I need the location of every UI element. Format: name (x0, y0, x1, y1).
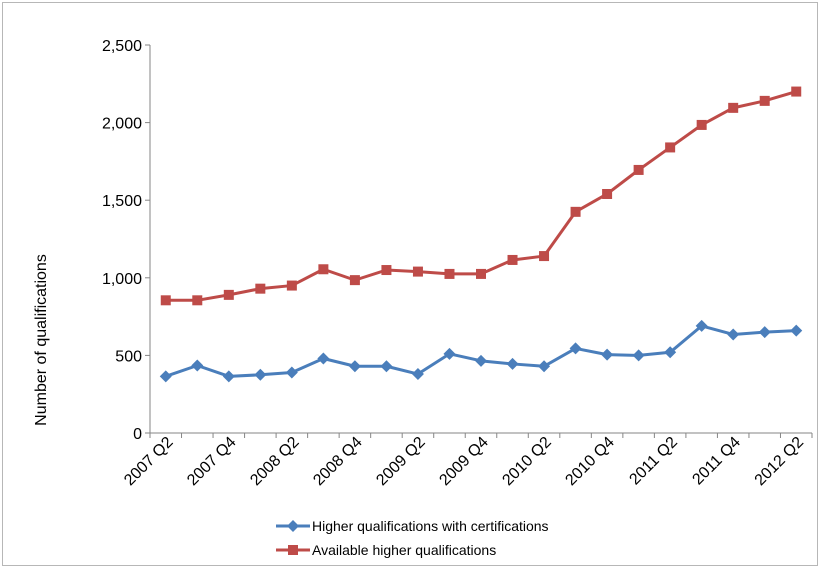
data-point-square (192, 295, 203, 306)
data-point-diamond (348, 360, 361, 373)
data-point-diamond (254, 368, 267, 381)
x-tick-label: 2008 Q4 (310, 434, 365, 489)
data-point-square (255, 283, 266, 294)
data-point-square (696, 119, 707, 130)
legend-marker-diamond (287, 520, 299, 532)
data-point-square (223, 289, 234, 300)
data-point-diamond (601, 348, 614, 361)
data-point-square (381, 265, 392, 276)
x-tick-label: 2009 Q4 (436, 434, 491, 489)
data-point-diamond (727, 328, 740, 341)
x-tick-label: 2010 Q4 (562, 434, 617, 489)
data-point-diamond (317, 352, 330, 365)
data-point-diamond (159, 370, 172, 383)
data-point-square (349, 275, 360, 286)
data-point-diamond (664, 346, 677, 359)
data-point-diamond (506, 357, 519, 370)
series-layer (159, 86, 803, 383)
data-point-diamond (222, 370, 235, 383)
x-tick-label: 2007 Q2 (121, 434, 176, 489)
y-tick-label: 500 (115, 348, 142, 365)
data-point-square (665, 142, 676, 153)
data-point-square (160, 295, 171, 306)
data-point-diamond (411, 368, 424, 381)
x-tick-label: 2011 Q2 (626, 434, 681, 489)
x-tick-label: 2007 Q4 (184, 434, 239, 489)
y-tick-label: 1,000 (102, 271, 142, 288)
data-point-square (791, 86, 802, 97)
data-point-diamond (790, 324, 803, 337)
data-point-diamond (380, 360, 393, 373)
data-point-diamond (285, 366, 298, 379)
legend-label-0: Higher qualifications with certification… (312, 518, 549, 534)
data-point-square (633, 164, 644, 175)
data-point-square (412, 266, 423, 277)
series-line-0 (165, 324, 797, 378)
data-point-diamond (191, 359, 204, 372)
data-point-diamond (632, 349, 645, 362)
data-point-square (728, 102, 739, 113)
data-point-diamond (475, 354, 487, 367)
data-point-diamond (538, 360, 551, 373)
data-point-square (602, 188, 613, 199)
data-point-square (476, 268, 486, 279)
data-point-square (759, 95, 770, 106)
x-tick-label: 2011 Q4 (689, 434, 744, 489)
y-axis-title: Number of qualifications (33, 254, 50, 426)
y-tick-label: 0 (133, 426, 142, 443)
data-point-diamond (758, 326, 771, 339)
data-point-square (286, 280, 297, 291)
data-point-square (539, 251, 550, 262)
data-point-square (318, 264, 329, 275)
data-point-diamond (443, 347, 456, 360)
data-point-diamond (569, 342, 582, 355)
x-tick-label: 2010 Q2 (499, 434, 554, 489)
x-tick-label: 2009 Q2 (373, 434, 428, 489)
x-tick-label: 2012 Q2 (752, 434, 807, 489)
legend-marker-square (288, 545, 298, 555)
data-point-square (570, 206, 581, 217)
legend-label-1: Available higher qualifications (312, 542, 496, 558)
data-point-diamond (695, 319, 708, 332)
data-point-square (507, 254, 518, 265)
y-tick-label: 2,500 (102, 38, 142, 55)
legend: Higher qualifications with certification… (276, 518, 549, 558)
y-tick-label: 1,500 (102, 193, 142, 210)
y-tick-label: 2,000 (102, 116, 142, 133)
x-tick-label: 2008 Q2 (247, 434, 302, 489)
data-point-square (444, 268, 455, 279)
